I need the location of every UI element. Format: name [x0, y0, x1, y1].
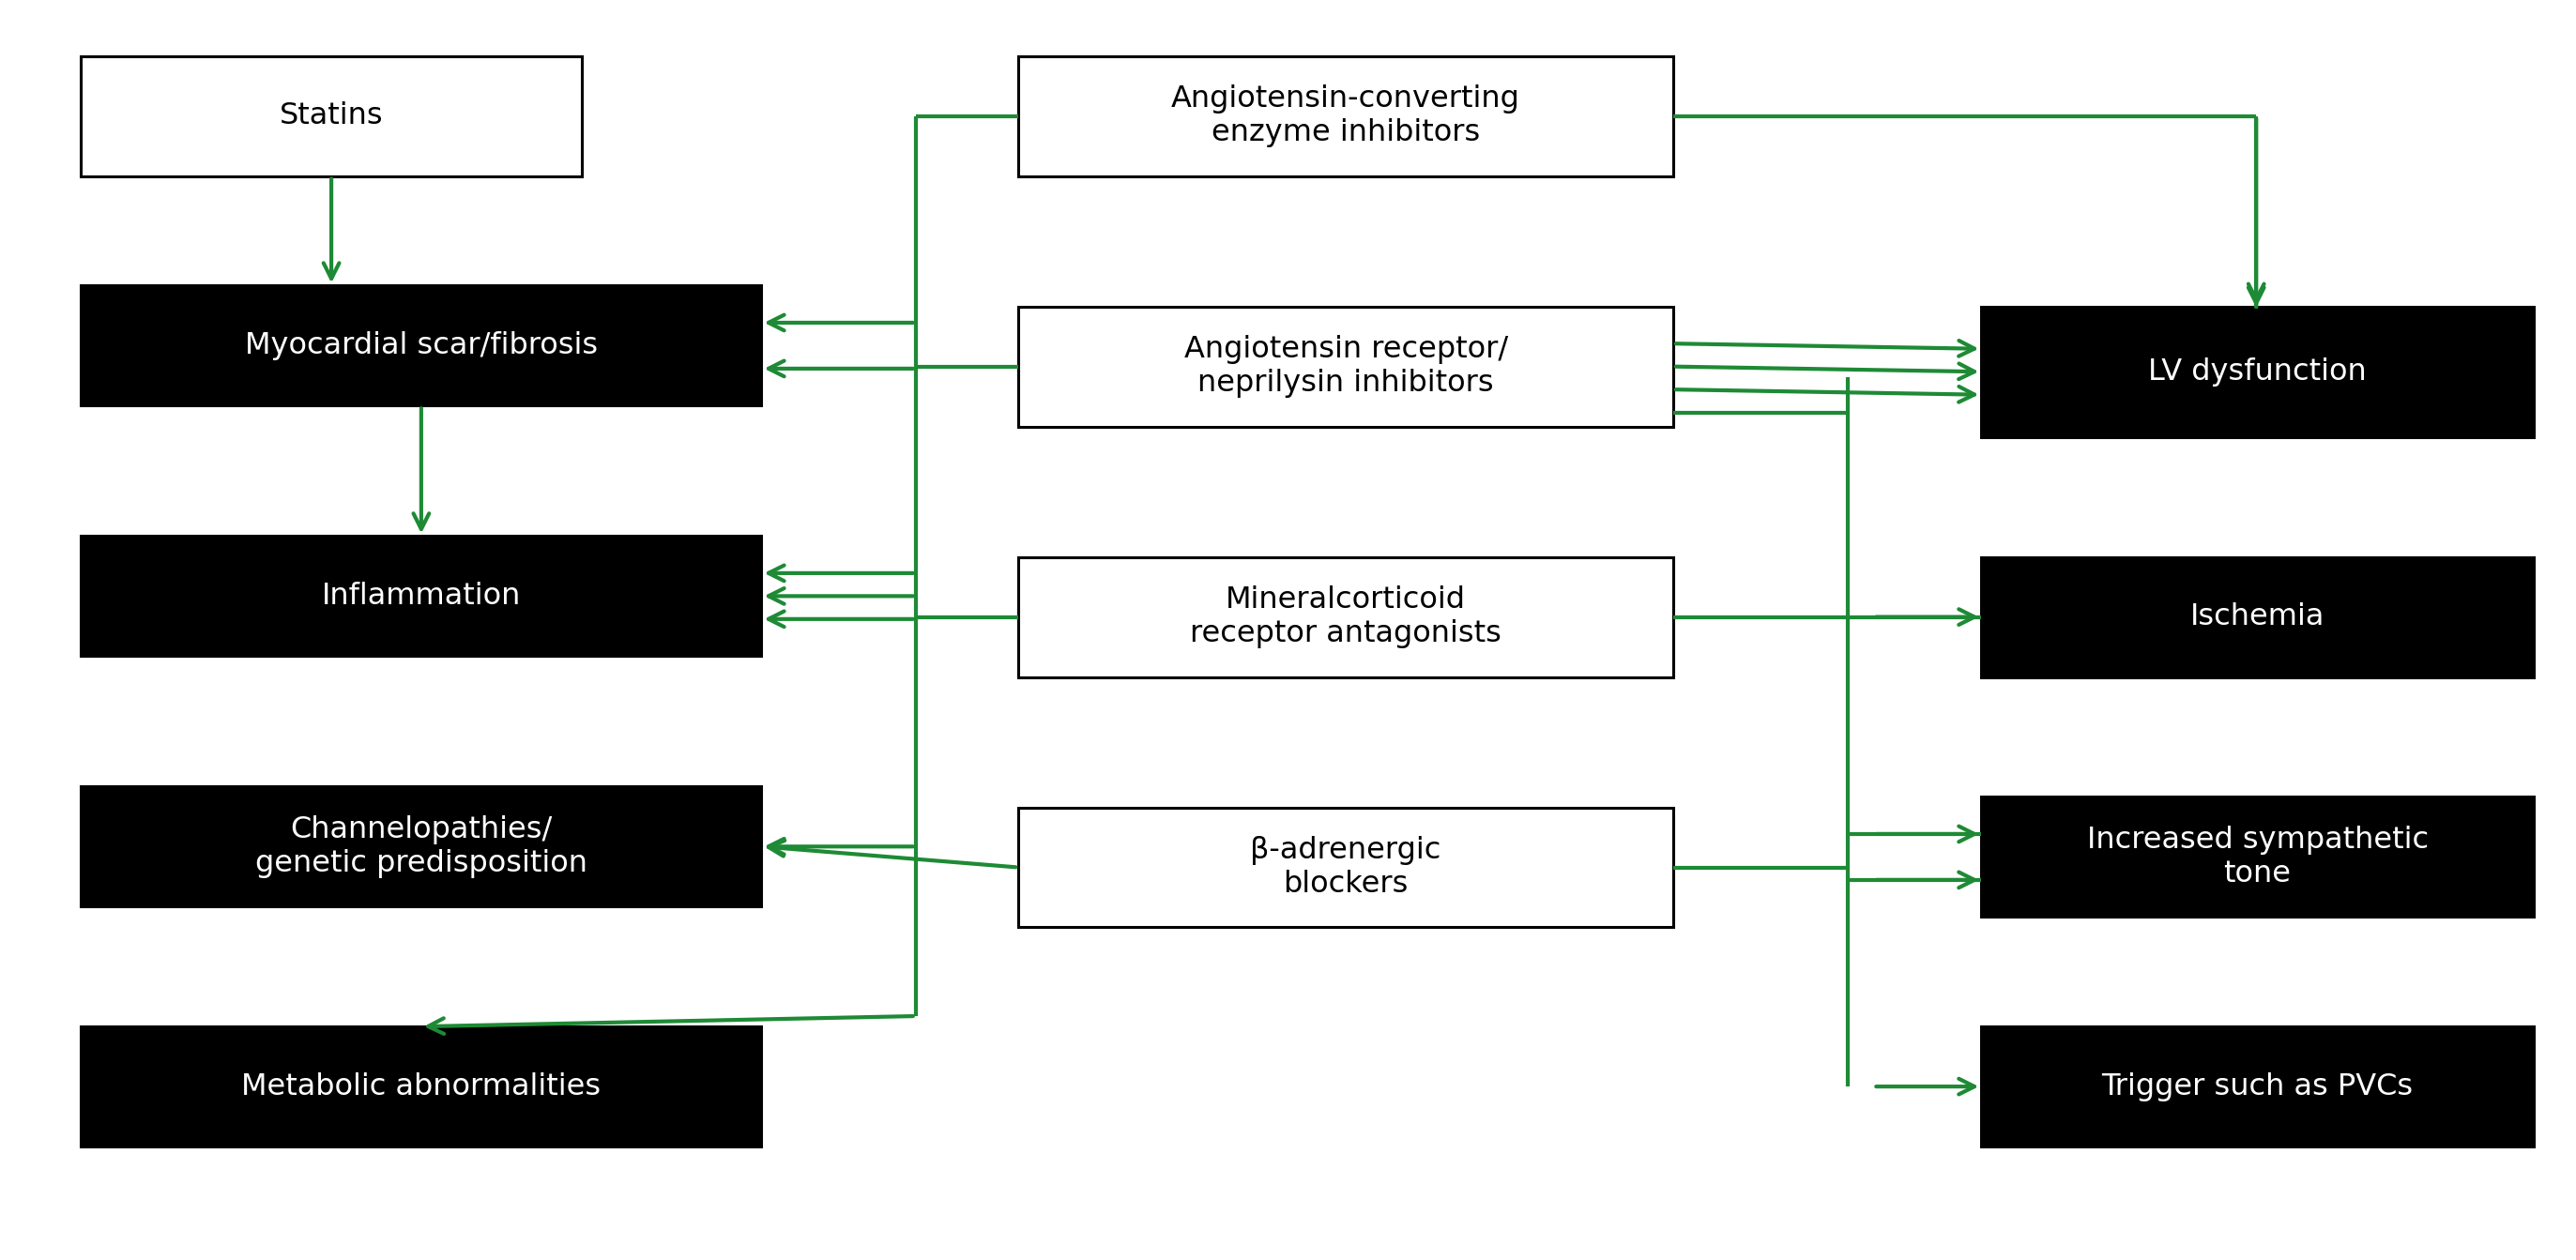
FancyBboxPatch shape [1981, 1027, 2535, 1147]
Text: Trigger such as PVCs: Trigger such as PVCs [2102, 1072, 2414, 1101]
FancyBboxPatch shape [1018, 306, 1674, 427]
FancyBboxPatch shape [1981, 306, 2535, 437]
Text: Channelopathies/
genetic predisposition: Channelopathies/ genetic predisposition [255, 815, 587, 878]
Text: Mineralcorticoid
receptor antagonists: Mineralcorticoid receptor antagonists [1190, 586, 1502, 649]
FancyBboxPatch shape [1981, 557, 2535, 677]
Text: Statins: Statins [278, 102, 384, 131]
FancyBboxPatch shape [80, 1027, 762, 1147]
Text: Angiotensin-converting
enzyme inhibitors: Angiotensin-converting enzyme inhibitors [1172, 84, 1520, 147]
FancyBboxPatch shape [1018, 808, 1674, 927]
Text: Increased sympathetic
tone: Increased sympathetic tone [2087, 825, 2429, 888]
FancyBboxPatch shape [80, 57, 582, 176]
FancyBboxPatch shape [1018, 57, 1674, 176]
FancyBboxPatch shape [1018, 557, 1674, 677]
Text: LV dysfunction: LV dysfunction [2148, 357, 2367, 387]
Text: Myocardial scar/fibrosis: Myocardial scar/fibrosis [245, 331, 598, 360]
FancyBboxPatch shape [80, 536, 762, 656]
Text: β-adrenergic
blockers: β-adrenergic blockers [1249, 837, 1440, 898]
Text: Inflammation: Inflammation [322, 582, 520, 611]
Text: Angiotensin receptor/
neprilysin inhibitors: Angiotensin receptor/ neprilysin inhibit… [1185, 335, 1507, 398]
FancyBboxPatch shape [80, 786, 762, 906]
FancyBboxPatch shape [80, 286, 762, 406]
FancyBboxPatch shape [1981, 798, 2535, 917]
Text: Metabolic abnormalities: Metabolic abnormalities [242, 1072, 600, 1101]
Text: Ischemia: Ischemia [2190, 602, 2324, 631]
